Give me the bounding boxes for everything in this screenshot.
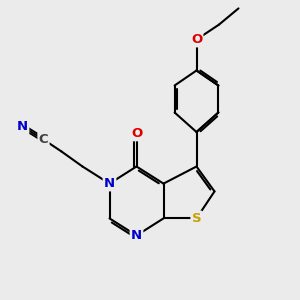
Text: N: N bbox=[17, 120, 28, 133]
Text: N: N bbox=[104, 177, 115, 190]
Text: S: S bbox=[192, 212, 201, 225]
Text: N: N bbox=[131, 229, 142, 242]
Text: C: C bbox=[39, 133, 48, 146]
Text: O: O bbox=[191, 33, 202, 46]
Text: O: O bbox=[131, 127, 142, 140]
